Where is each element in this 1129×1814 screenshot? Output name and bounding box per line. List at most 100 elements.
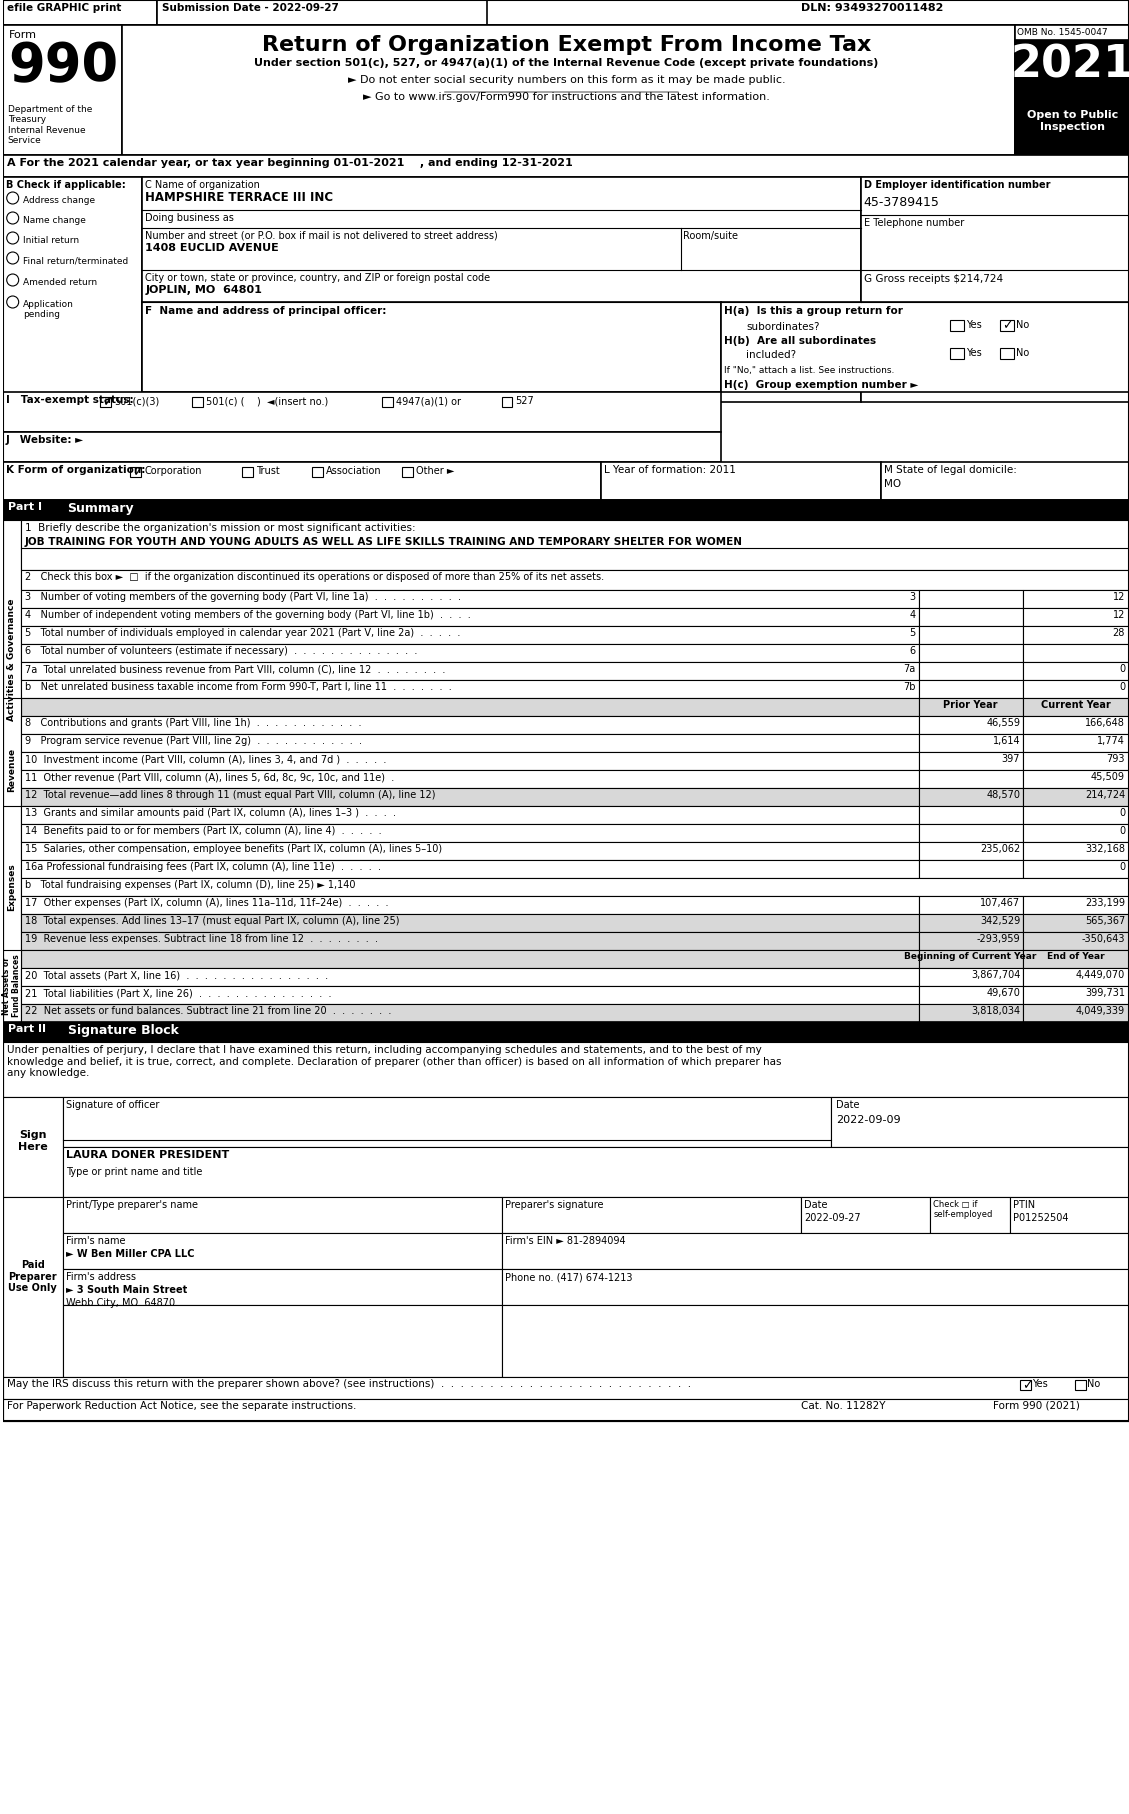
Text: E Telephone number: E Telephone number bbox=[864, 218, 964, 229]
Text: 2022-09-09: 2022-09-09 bbox=[835, 1116, 900, 1125]
Text: Phone no. (417) 674-1213: Phone no. (417) 674-1213 bbox=[505, 1272, 632, 1282]
Bar bbox=[1021, 1380, 1031, 1390]
Bar bbox=[20, 680, 919, 698]
Text: 332,168: 332,168 bbox=[1085, 844, 1124, 854]
Text: Webb City, MO  64870: Webb City, MO 64870 bbox=[65, 1299, 175, 1308]
Text: 2021: 2021 bbox=[1010, 44, 1129, 87]
Bar bbox=[20, 626, 919, 644]
Bar bbox=[919, 769, 1023, 787]
Bar bbox=[62, 1146, 1129, 1197]
Bar bbox=[2, 1399, 1129, 1420]
Bar bbox=[20, 896, 919, 914]
Bar bbox=[1023, 644, 1129, 662]
Text: K Form of organization:: K Form of organization: bbox=[6, 464, 146, 475]
Bar bbox=[2, 698, 20, 842]
Text: 397: 397 bbox=[1001, 755, 1021, 764]
Bar bbox=[1000, 348, 1014, 359]
Bar bbox=[2, 432, 721, 463]
Text: Form: Form bbox=[9, 31, 37, 40]
Bar bbox=[2, 0, 157, 25]
Bar bbox=[2, 951, 20, 1021]
Text: 565,367: 565,367 bbox=[1085, 916, 1124, 925]
Bar bbox=[20, 805, 919, 824]
Text: Preparer's signature: Preparer's signature bbox=[505, 1201, 603, 1210]
Text: ✓: ✓ bbox=[1003, 319, 1013, 332]
Text: JOPLIN, MO  64801: JOPLIN, MO 64801 bbox=[146, 285, 262, 296]
Bar bbox=[20, 570, 1129, 590]
Text: Association: Association bbox=[326, 466, 382, 475]
Text: 1,774: 1,774 bbox=[1097, 736, 1124, 746]
Bar bbox=[20, 842, 919, 860]
Bar bbox=[62, 1097, 831, 1146]
Bar bbox=[312, 466, 323, 477]
Bar bbox=[20, 753, 919, 769]
Text: 7a  Total unrelated business revenue from Part VIII, column (C), line 12  .  .  : 7a Total unrelated business revenue from… bbox=[25, 664, 445, 675]
Text: ✓: ✓ bbox=[1022, 1379, 1033, 1391]
Text: 6   Total number of volunteers (estimate if necessary)  .  .  .  .  .  .  .  .  : 6 Total number of volunteers (estimate i… bbox=[25, 646, 417, 657]
Text: Current Year: Current Year bbox=[1041, 700, 1111, 709]
Bar bbox=[192, 397, 203, 406]
Text: P01252504: P01252504 bbox=[1014, 1214, 1069, 1223]
Text: ► Do not enter social security numbers on this form as it may be made public.: ► Do not enter social security numbers o… bbox=[348, 74, 785, 85]
Text: 214,724: 214,724 bbox=[1085, 791, 1124, 800]
Text: 49,670: 49,670 bbox=[987, 989, 1021, 998]
Bar bbox=[919, 787, 1023, 805]
Bar bbox=[2, 0, 1129, 1420]
Text: Firm's address: Firm's address bbox=[65, 1272, 135, 1282]
Bar bbox=[602, 463, 881, 501]
Text: Trust: Trust bbox=[256, 466, 280, 475]
Text: 12: 12 bbox=[1113, 610, 1124, 620]
Text: 12: 12 bbox=[1113, 591, 1124, 602]
Bar bbox=[20, 590, 919, 608]
Bar bbox=[800, 1197, 930, 1234]
Text: 399,731: 399,731 bbox=[1085, 989, 1124, 998]
Text: Application
pending: Application pending bbox=[23, 299, 73, 319]
Text: F  Name and address of principal officer:: F Name and address of principal officer: bbox=[146, 307, 387, 316]
Bar bbox=[951, 319, 964, 330]
Text: Yes: Yes bbox=[1032, 1379, 1048, 1390]
Bar bbox=[1023, 951, 1129, 969]
Bar bbox=[919, 914, 1023, 932]
Text: Date: Date bbox=[835, 1099, 859, 1110]
Bar bbox=[1023, 842, 1129, 860]
Bar bbox=[157, 0, 487, 25]
Text: 1408 EUCLID AVENUE: 1408 EUCLID AVENUE bbox=[146, 243, 279, 252]
Text: 45,509: 45,509 bbox=[1091, 773, 1124, 782]
Text: 18  Total expenses. Add lines 13–17 (must equal Part IX, column (A), line 25): 18 Total expenses. Add lines 13–17 (must… bbox=[25, 916, 400, 925]
Text: included?: included? bbox=[746, 350, 796, 359]
Text: Print/Type preparer's name: Print/Type preparer's name bbox=[65, 1201, 198, 1210]
Bar bbox=[1023, 969, 1129, 987]
Text: 1  Briefly describe the organization's mission or most significant activities:: 1 Briefly describe the organization's mi… bbox=[25, 522, 415, 533]
Bar bbox=[131, 466, 141, 477]
Bar bbox=[1023, 896, 1129, 914]
Text: 1,614: 1,614 bbox=[992, 736, 1021, 746]
Text: 21  Total liabilities (Part X, line 26)  .  .  .  .  .  .  .  .  .  .  .  .  .  : 21 Total liabilities (Part X, line 26) .… bbox=[25, 989, 331, 998]
Text: Initial return: Initial return bbox=[23, 236, 79, 245]
Bar bbox=[20, 787, 919, 805]
Text: 2022-09-27: 2022-09-27 bbox=[804, 1214, 860, 1223]
Text: No: No bbox=[1087, 1379, 1101, 1390]
Bar bbox=[1023, 987, 1129, 1003]
Text: 14  Benefits paid to or for members (Part IX, column (A), line 4)  .  .  .  .  .: 14 Benefits paid to or for members (Part… bbox=[25, 825, 382, 836]
Bar bbox=[2, 1377, 1129, 1399]
Bar bbox=[930, 1197, 1010, 1234]
Text: 3: 3 bbox=[909, 591, 916, 602]
Text: PTIN: PTIN bbox=[1014, 1201, 1035, 1210]
Text: 28: 28 bbox=[1113, 628, 1124, 639]
Text: subordinates?: subordinates? bbox=[746, 323, 820, 332]
Text: Part I: Part I bbox=[8, 502, 42, 512]
Text: 793: 793 bbox=[1106, 755, 1124, 764]
Text: 2   Check this box ►  □  if the organization discontinued its operations or disp: 2 Check this box ► □ if the organization… bbox=[25, 571, 604, 582]
Text: H(a)  Is this a group return for: H(a) Is this a group return for bbox=[724, 307, 903, 316]
Text: 107,467: 107,467 bbox=[980, 898, 1021, 909]
Text: If "No," attach a list. See instructions.: If "No," attach a list. See instructions… bbox=[724, 366, 894, 375]
Bar bbox=[501, 1304, 1129, 1377]
Text: Final return/terminated: Final return/terminated bbox=[23, 256, 128, 265]
Text: 9   Program service revenue (Part VIII, line 2g)  .  .  .  .  .  .  .  .  .  .  : 9 Program service revenue (Part VIII, li… bbox=[25, 736, 361, 746]
Bar bbox=[1023, 805, 1129, 824]
Text: 3,818,034: 3,818,034 bbox=[971, 1007, 1021, 1016]
Bar bbox=[1015, 105, 1129, 154]
Text: DLN: 93493270011482: DLN: 93493270011482 bbox=[800, 4, 943, 13]
Bar bbox=[1023, 698, 1129, 717]
Text: J   Website: ►: J Website: ► bbox=[6, 435, 84, 444]
